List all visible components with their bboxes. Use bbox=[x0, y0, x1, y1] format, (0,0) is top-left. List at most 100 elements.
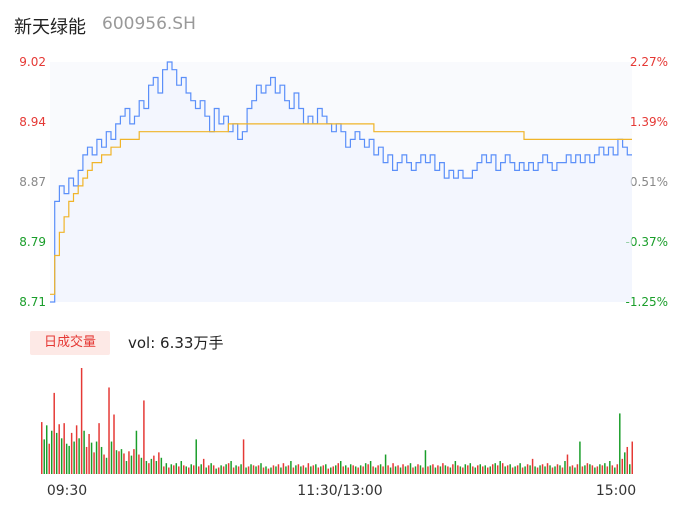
volume-bar bbox=[290, 461, 292, 474]
volume-bar bbox=[484, 465, 486, 474]
volume-bar bbox=[41, 422, 43, 474]
volume-bar bbox=[217, 467, 220, 474]
volume-bar bbox=[153, 455, 155, 474]
volume-bar bbox=[305, 467, 307, 474]
volume-bar bbox=[110, 441, 113, 474]
volume-bar bbox=[477, 465, 479, 474]
volume-bar bbox=[521, 467, 524, 474]
volume-bar bbox=[526, 464, 529, 474]
volume-bar bbox=[359, 465, 362, 474]
y-tick-left-label: 8.71 bbox=[19, 295, 46, 309]
volume-bar bbox=[504, 466, 506, 474]
volume-bar bbox=[586, 463, 589, 474]
volume-bar bbox=[310, 466, 312, 474]
average-line bbox=[50, 123, 632, 295]
volume-bar bbox=[444, 465, 447, 474]
volume-bar bbox=[601, 465, 604, 474]
volume-bar bbox=[354, 466, 357, 474]
volume-bar bbox=[140, 457, 143, 474]
volume-bar bbox=[514, 466, 516, 474]
y-tick-right-label: -1.25% bbox=[626, 295, 668, 309]
volume-bar bbox=[95, 441, 98, 474]
volume-bar bbox=[434, 467, 437, 474]
volume-bar bbox=[165, 463, 168, 474]
volume-bar bbox=[200, 464, 202, 474]
volume-bar bbox=[175, 463, 178, 474]
volume-bar bbox=[404, 466, 407, 474]
volume-bar bbox=[509, 464, 511, 474]
volume-bar bbox=[591, 465, 594, 474]
volume-bar bbox=[240, 464, 242, 474]
volume-bar bbox=[342, 466, 344, 474]
y-tick-right-label: 1.39% bbox=[630, 115, 668, 129]
volume-bar bbox=[362, 466, 364, 474]
volume-bar bbox=[120, 449, 123, 474]
volume-bar bbox=[369, 461, 372, 474]
volume-bar bbox=[397, 465, 399, 474]
volume-bar bbox=[621, 458, 624, 474]
volume-bar bbox=[128, 451, 130, 474]
volume-bar bbox=[472, 466, 474, 474]
volume-bar bbox=[280, 467, 282, 474]
volume-bar bbox=[534, 466, 536, 474]
volume-bar bbox=[417, 464, 419, 474]
volume-bar bbox=[556, 464, 559, 474]
volume-bar bbox=[382, 466, 384, 474]
volume-bar bbox=[205, 467, 207, 474]
volume-bar bbox=[561, 467, 564, 474]
volume-bar bbox=[265, 466, 267, 474]
volume-bar bbox=[606, 466, 609, 474]
volume-bar bbox=[442, 463, 444, 474]
volume-bar bbox=[180, 461, 183, 474]
volume-bar bbox=[564, 461, 566, 474]
volume-bar bbox=[295, 465, 297, 474]
volume-bar bbox=[429, 465, 432, 474]
volume-bar bbox=[70, 432, 73, 474]
x-tick-label: 15:00 bbox=[596, 483, 636, 499]
volume-bar bbox=[569, 466, 571, 474]
volume-bar bbox=[105, 457, 108, 474]
volume-bar bbox=[88, 433, 90, 474]
volume-bar bbox=[491, 464, 494, 474]
volume-bar bbox=[604, 463, 606, 474]
price-area bbox=[50, 62, 632, 302]
volume-bar bbox=[614, 467, 616, 474]
volume-bar bbox=[367, 464, 369, 474]
volume-bar bbox=[118, 451, 120, 474]
volume-bar bbox=[190, 464, 192, 474]
volume-bar bbox=[317, 467, 320, 474]
volume-bar bbox=[407, 465, 409, 474]
volume-bar bbox=[90, 442, 93, 474]
volume-bar bbox=[474, 467, 477, 474]
volume-bar bbox=[262, 467, 265, 474]
volume-bar bbox=[539, 465, 541, 474]
volume-bar bbox=[168, 467, 170, 474]
y-tick-left-label: 8.79 bbox=[19, 235, 46, 249]
volume-bar bbox=[307, 463, 310, 474]
volume-bar bbox=[58, 424, 60, 474]
volume-bar bbox=[202, 458, 205, 474]
volume-bar bbox=[624, 452, 626, 474]
volume-bar bbox=[394, 466, 397, 474]
volume-bar bbox=[536, 467, 539, 474]
volume-bar bbox=[255, 466, 257, 474]
volume-bar bbox=[163, 466, 165, 474]
volume-bar bbox=[43, 439, 45, 474]
volume-bar bbox=[344, 465, 347, 474]
volume-bar bbox=[227, 463, 230, 474]
volume-bar bbox=[63, 423, 65, 474]
volume-bar bbox=[462, 467, 464, 474]
volume-bar bbox=[389, 467, 392, 474]
volume-bar bbox=[339, 461, 342, 474]
volume-bar bbox=[252, 465, 255, 474]
volume-bar bbox=[287, 465, 290, 474]
volume-bar bbox=[78, 438, 80, 474]
volume-bar bbox=[85, 446, 88, 474]
volume-bar bbox=[501, 463, 504, 474]
volume-bar bbox=[482, 466, 484, 474]
volume-bar bbox=[516, 465, 519, 474]
volume-bar bbox=[549, 465, 551, 474]
volume-bar bbox=[579, 441, 581, 474]
volume-bar bbox=[285, 466, 287, 474]
